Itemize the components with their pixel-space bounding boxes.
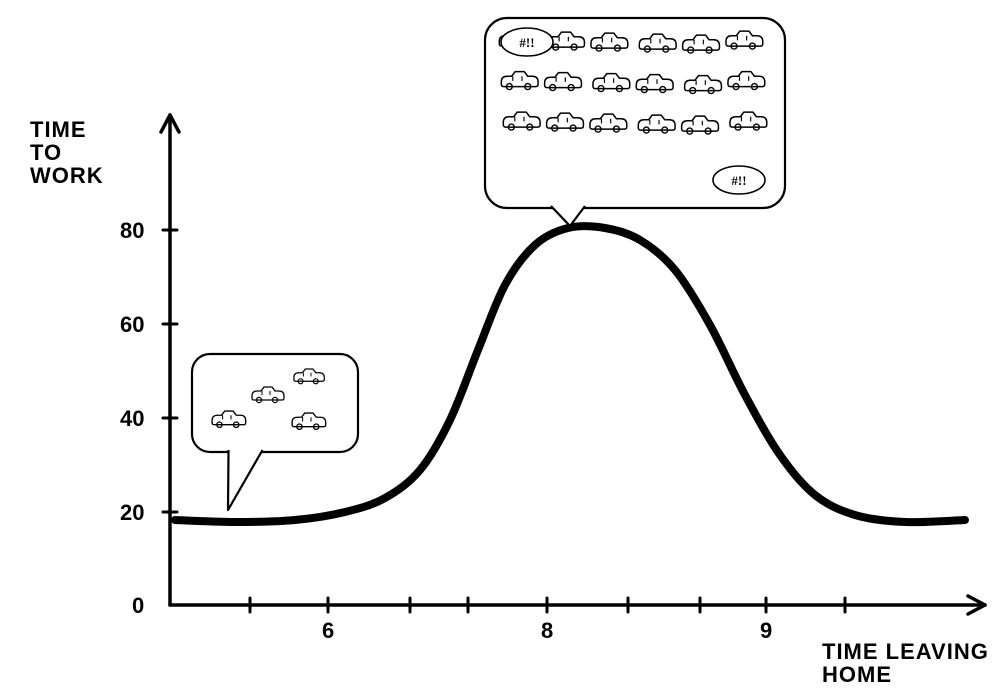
plot-svg: #!! #!! bbox=[0, 0, 1000, 698]
svg-text:#!!: #!! bbox=[519, 35, 534, 50]
heavy-traffic-bubble: #!! #!! bbox=[485, 18, 785, 226]
chart-stage: Time to work Time leaving home 0 20 40 6… bbox=[0, 0, 1000, 698]
light-traffic-bubble bbox=[192, 354, 358, 510]
svg-text:#!!: #!! bbox=[731, 173, 746, 188]
